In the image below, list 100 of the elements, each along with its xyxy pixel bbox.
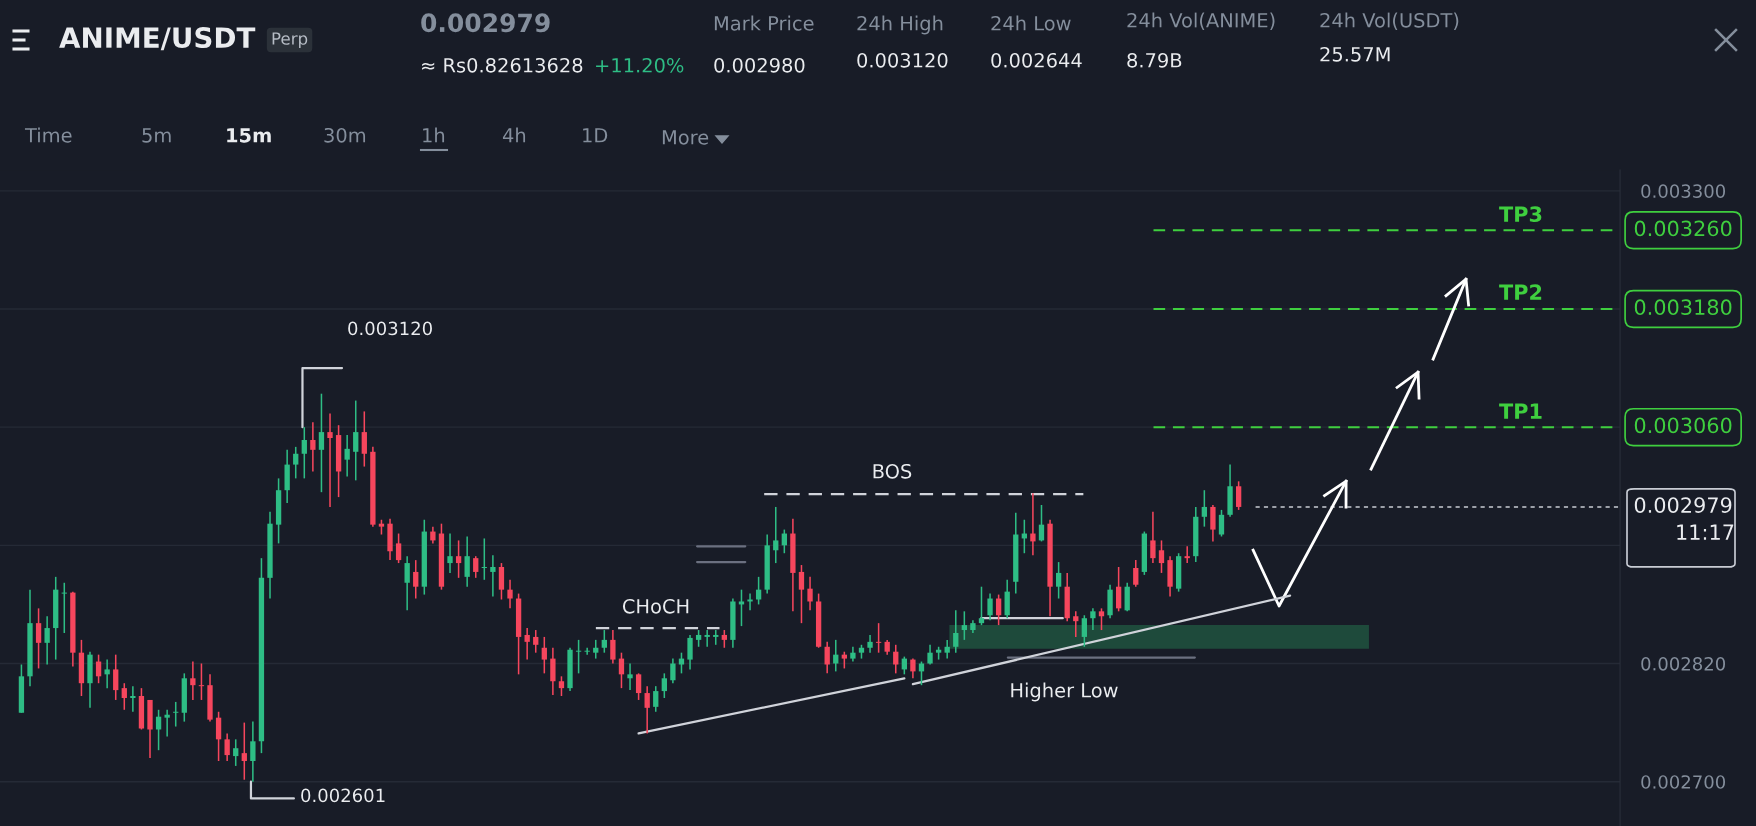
candlestick: [318, 392, 325, 493]
candlestick: [644, 685, 650, 735]
annotation: BOS: [873, 463, 912, 479]
text: 5m: [142, 128, 171, 143]
candlestick: [190, 660, 196, 701]
candlestick: [678, 651, 685, 675]
candlestick: [473, 555, 479, 579]
candlestick: [1081, 614, 1087, 648]
candlestick: [593, 639, 599, 660]
text: 11:17: [1677, 524, 1734, 540]
candlestick: [404, 555, 410, 612]
ref-line-label: 0.003260: [1634, 220, 1732, 237]
candlestick: [1098, 607, 1105, 631]
text: 24h Vol(USDT): [1320, 12, 1459, 30]
text: Perp: [272, 32, 308, 49]
candlestick: [550, 646, 556, 696]
candlestick: [533, 629, 539, 654]
text: 8.79B: [1127, 52, 1182, 68]
candlestick: [961, 610, 967, 641]
candlestick: [807, 576, 813, 612]
candlestick: [584, 646, 590, 656]
candlestick: [233, 738, 239, 767]
annotation: TP3: [1499, 206, 1542, 223]
candlestick: [1158, 539, 1165, 574]
y-tick-label: 0.002820: [1641, 656, 1726, 671]
candlestick: [635, 672, 642, 701]
text: More: [662, 130, 709, 145]
candlestick: [575, 639, 582, 675]
candlestick: [1090, 607, 1096, 631]
candlestick: [215, 711, 222, 762]
candlestick: [610, 629, 616, 665]
candlestick: [490, 554, 496, 598]
annotation: Higher Low: [1011, 682, 1118, 702]
candlestick: [250, 720, 256, 783]
text: ANIME/USDT: [59, 27, 256, 51]
candlestick: [164, 709, 170, 738]
ref-line-label: 0.003180: [1634, 299, 1732, 316]
candlestick: [773, 506, 779, 564]
text: 24h Vol(ANIME): [1127, 12, 1275, 30]
candlestick: [1133, 559, 1139, 588]
text: 0.002644: [991, 52, 1082, 68]
candlestick: [241, 721, 247, 781]
candlestick: [1115, 566, 1122, 613]
candlestick: [104, 658, 110, 689]
candlestick: [224, 732, 230, 762]
candlestick: [987, 592, 993, 621]
candlestick: [1210, 504, 1216, 543]
candlestick: [978, 585, 985, 626]
candlestick: [447, 532, 453, 574]
candlestick: [944, 639, 950, 660]
candlestick: [353, 399, 359, 482]
text: +11.20%: [596, 57, 684, 73]
text: 0.002979: [421, 13, 550, 33]
candlestick: [661, 672, 667, 699]
candlestick: [61, 582, 67, 634]
candlestick: [995, 593, 1002, 626]
text: Mark Price: [714, 15, 814, 31]
candlestick: [738, 588, 745, 627]
candlestick: [44, 615, 50, 666]
candlestick: [713, 629, 719, 646]
text: ≈ Rs0.82613628: [422, 57, 583, 73]
candlestick: [541, 636, 547, 675]
candlestick: [704, 629, 710, 648]
y-tick-label: 0.002700: [1641, 775, 1726, 789]
text: 0.003120: [857, 52, 948, 68]
candlestick: [113, 653, 119, 701]
candlestick: [1030, 492, 1036, 556]
candlestick: [395, 532, 402, 564]
candlestick: [1150, 511, 1156, 564]
candlestick: [327, 412, 333, 508]
candlestick: [361, 410, 367, 468]
annotation: TP2: [1499, 284, 1542, 300]
candlestick: [310, 421, 316, 473]
y-tick-label: 0.003300: [1641, 184, 1726, 198]
candlestick: [927, 644, 933, 666]
text: 30m: [324, 127, 366, 143]
ref-line-label: 0.002979: [1634, 497, 1732, 513]
candlestick: [301, 426, 307, 480]
candlestick: [687, 634, 693, 671]
candlestick: [1004, 579, 1010, 619]
candlestick: [455, 539, 462, 579]
candlestick: [464, 535, 470, 588]
text: 24h Low: [991, 15, 1071, 31]
candlestick: [627, 662, 633, 691]
candlestick: [1201, 489, 1208, 528]
candlestick: [601, 629, 607, 654]
candlestick: [498, 562, 505, 601]
candlestick: [413, 559, 419, 600]
text: 25.57M: [1320, 46, 1390, 62]
candlestick: [293, 446, 299, 480]
candlestick: [755, 576, 762, 606]
annotation: 0.002601: [301, 788, 385, 803]
candlestick: [507, 579, 513, 610]
annotation: TP1: [1499, 403, 1542, 419]
candlestick: [198, 662, 205, 701]
candlestick: [35, 607, 42, 670]
annotation: CHoCH: [622, 598, 689, 614]
candlestick: [524, 627, 530, 661]
candlestick: [953, 609, 959, 654]
text: 24h High: [857, 15, 943, 35]
